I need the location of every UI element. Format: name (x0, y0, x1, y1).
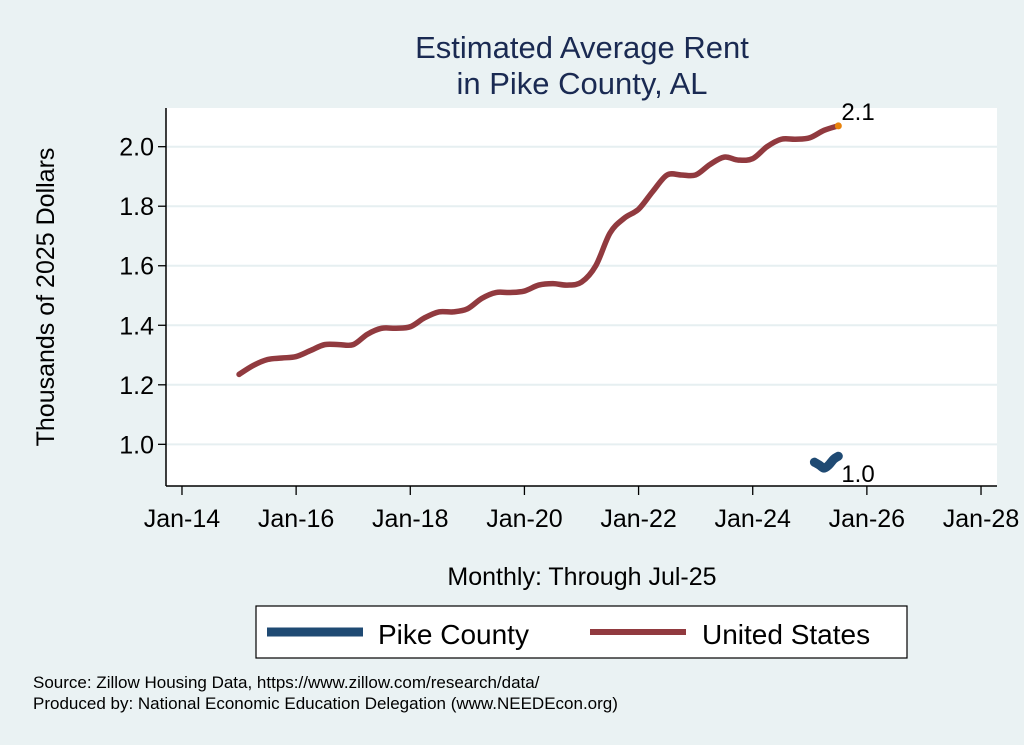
x-tick-label: Jan-18 (372, 505, 448, 533)
y-axis-title: Thousands of 2025 Dollars (32, 148, 60, 447)
chart-title-line-1: Estimated Average Rent (415, 30, 749, 65)
x-tick-label: Jan-20 (486, 505, 562, 533)
y-tick-label: 1.6 (119, 253, 154, 281)
y-tick-label: 1.8 (119, 193, 154, 221)
x-tick-label: Jan-16 (258, 505, 334, 533)
y-tick-label: 1.4 (119, 312, 154, 340)
x-tick-label: Jan-14 (144, 505, 221, 533)
y-tick-label: 1.2 (119, 372, 154, 400)
end-label-united-states: 2.1 (841, 99, 874, 126)
legend-label-united-states: United States (702, 619, 870, 650)
y-tick-label: 1.0 (119, 431, 154, 459)
chart-title-line-2: in Pike County, AL (456, 66, 707, 101)
series-line-united-states (236, 123, 842, 378)
x-tick-label: Jan-26 (829, 505, 905, 533)
end-marker-united-states (834, 122, 842, 130)
legend-box (255, 605, 908, 659)
series-line-pike-county (809, 451, 843, 473)
legend: Pike County United States (255, 605, 908, 659)
x-tick-label: Jan-22 (600, 505, 676, 533)
source-note: Source: Zillow Housing Data, https://www… (33, 673, 540, 692)
footer: Source: Zillow Housing Data, https://www… (33, 672, 618, 714)
plot-area (166, 108, 997, 486)
x-axis-title: Monthly: Through Jul-25 (447, 563, 716, 591)
legend-label-pike-county: Pike County (378, 619, 529, 650)
producer-note: Produced by: National Economic Education… (33, 694, 618, 713)
x-tick-label: Jan-28 (943, 505, 1019, 533)
end-label-pike-county: 1.0 (841, 461, 874, 488)
x-tick-label: Jan-24 (714, 505, 791, 533)
y-tick-label: 2.0 (119, 134, 154, 162)
